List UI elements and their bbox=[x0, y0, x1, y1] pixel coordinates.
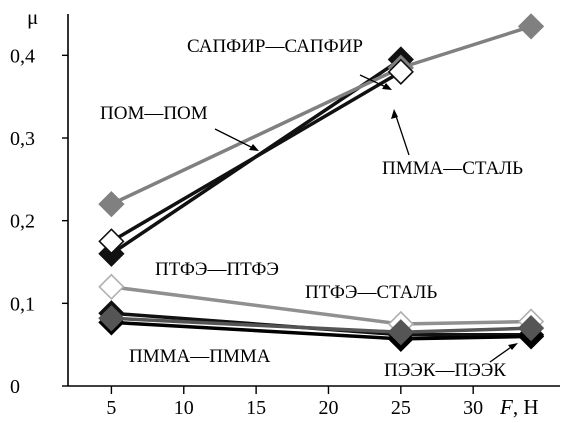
axis-labels: μ F, Н bbox=[27, 5, 539, 419]
data-point-s1-0 bbox=[98, 191, 125, 218]
arrow-pmma-stal bbox=[394, 112, 410, 156]
x-axis-label: F, Н bbox=[499, 395, 539, 419]
annotations: САПФИР—САПФИР ПОМ—ПОМ ПММА—СТАЛЬ ПТФЭ—ПТ… bbox=[100, 36, 523, 381]
x-tick-label: 20 bbox=[318, 397, 338, 419]
arrow-peek-head bbox=[508, 343, 518, 350]
data-point-s2-1 bbox=[387, 58, 414, 85]
arrow-pom bbox=[214, 128, 256, 150]
y-tick-label: 0,4 bbox=[10, 45, 35, 67]
data-point-s6-2 bbox=[517, 315, 545, 342]
data-point-s6-0 bbox=[98, 305, 125, 332]
data-point-s1-2 bbox=[517, 13, 545, 40]
y-tick-label: 0,2 bbox=[10, 211, 35, 233]
x-tick-label: 5 bbox=[106, 397, 116, 419]
annotation-pmma-pmma: ПММА—ПММА bbox=[129, 346, 271, 367]
annotation-peek: ПЭЭК—ПЭЭК bbox=[384, 360, 506, 381]
x-tick-label: 10 bbox=[174, 397, 194, 419]
annotation-arrows bbox=[214, 74, 518, 363]
series-line-2 bbox=[110, 70, 402, 243]
arrow-pom-head bbox=[249, 144, 259, 151]
arrow-peek bbox=[489, 344, 515, 363]
ticks: 5 10 15 20 25 30 0 0,1 0,2 0,3 0,4 bbox=[10, 45, 483, 419]
x-axis-label-var: F bbox=[499, 395, 513, 419]
arrow-sapfir-head bbox=[382, 83, 392, 90]
arrow-pmma-stal-head bbox=[391, 109, 398, 119]
data-point-s2-0 bbox=[98, 228, 125, 255]
arrow-sapfir bbox=[359, 74, 389, 89]
annotation-ptfe-stal: ПТФЭ—СТАЛЬ bbox=[305, 282, 437, 303]
data-point-s4-0 bbox=[98, 273, 125, 300]
x-axis-label-unit: , Н bbox=[513, 395, 539, 419]
annotation-sapfir: САПФИР—САПФИР bbox=[187, 36, 363, 57]
y-axis-label: μ bbox=[27, 5, 38, 29]
x-tick-label: 30 bbox=[463, 397, 483, 419]
annotation-pom: ПОМ—ПОМ bbox=[100, 103, 208, 124]
series-markers bbox=[98, 13, 545, 353]
x-tick-label: 15 bbox=[246, 397, 266, 419]
data-point-s6-1 bbox=[387, 319, 414, 346]
y-tick-label: 0 bbox=[10, 376, 20, 398]
annotation-pmma-stal: ПММА—СТАЛЬ bbox=[382, 158, 523, 179]
annotation-ptfe-ptfe: ПТФЭ—ПТФЭ bbox=[155, 259, 279, 280]
y-tick-label: 0,3 bbox=[10, 128, 35, 150]
x-tick-label: 25 bbox=[391, 397, 411, 419]
axes bbox=[67, 14, 560, 387]
y-tick-label: 0,1 bbox=[10, 293, 35, 315]
